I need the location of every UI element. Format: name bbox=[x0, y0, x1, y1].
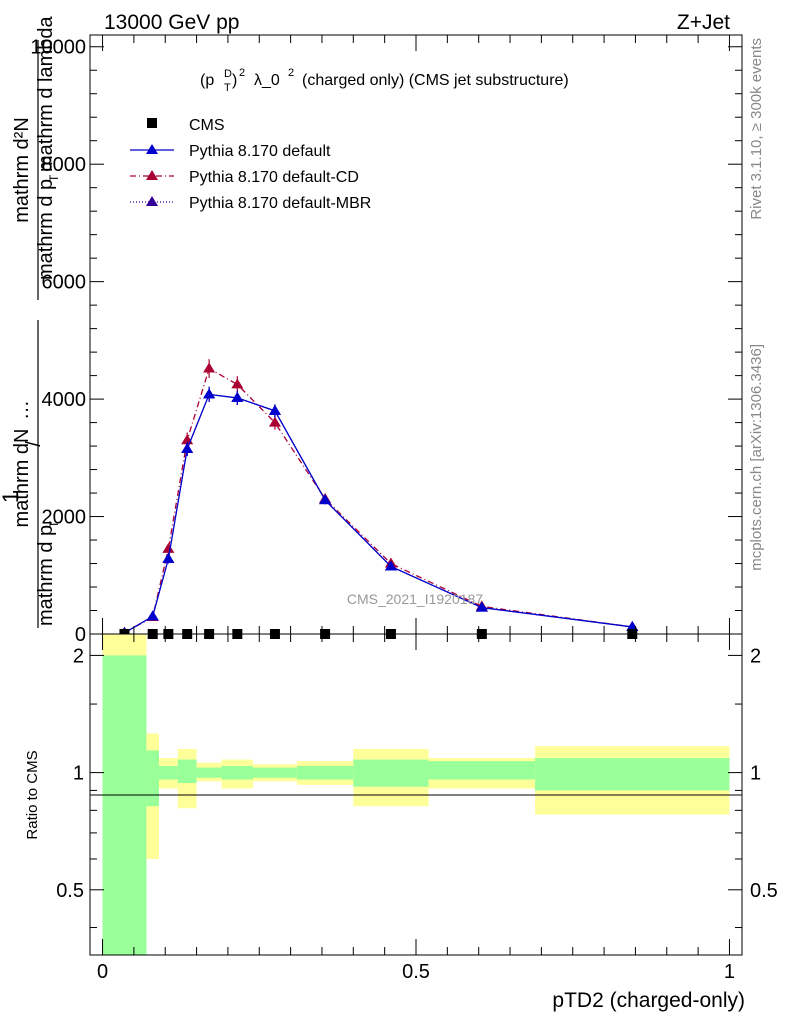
ratio-ytick-label-right: 1 bbox=[750, 763, 761, 785]
svg-text:1: 1 bbox=[0, 491, 23, 503]
ratio-ytick-label-right: 0.5 bbox=[750, 880, 778, 902]
main-ytick-label: 0 bbox=[75, 624, 86, 646]
marker-default bbox=[384, 560, 397, 571]
marker-default bbox=[231, 391, 244, 402]
svg-text:T: T bbox=[47, 174, 61, 182]
legend-label-mbr: Pythia 8.170 default-MBR bbox=[189, 195, 371, 212]
svg-text:mathrm d p: mathrm d p bbox=[35, 179, 57, 280]
main-ytick-label: 6000 bbox=[42, 272, 87, 294]
main-ytick-label: 4000 bbox=[42, 389, 87, 411]
x-axis-label: pTD2 (charged-only) bbox=[552, 989, 745, 1012]
main-ytick-label: 8000 bbox=[42, 154, 87, 176]
svg-text:λ_0: λ_0 bbox=[254, 72, 280, 89]
svg-text:…: … bbox=[11, 400, 33, 420]
marker-default bbox=[475, 601, 488, 612]
svg-text:/: / bbox=[23, 441, 45, 447]
ratio-band-green bbox=[221, 765, 253, 780]
svg-text:(charged only) (CMS jet substr: (charged only) (CMS jet substructure) bbox=[302, 72, 569, 89]
analysis-watermark: CMS_2021_I1920187 bbox=[347, 591, 483, 607]
svg-text:2: 2 bbox=[288, 67, 294, 79]
header-energy: 13000 GeV pp bbox=[104, 11, 239, 34]
rivet-version-label: Rivet 3.1.10, ≥ 300k events bbox=[748, 38, 765, 220]
ratio-band-green bbox=[177, 759, 197, 784]
svg-text:(p: (p bbox=[200, 72, 214, 89]
legend-label-cd: Pythia 8.170 default-CD bbox=[189, 169, 359, 186]
marker-default bbox=[268, 404, 281, 415]
marker-default bbox=[181, 443, 194, 454]
legend-marker-mbr bbox=[146, 196, 158, 206]
ratio-band-green bbox=[428, 761, 536, 780]
header-process: Z+Jet bbox=[677, 11, 730, 34]
svg-text:2: 2 bbox=[239, 67, 245, 79]
ratio-band-green bbox=[158, 765, 178, 780]
ratio-ytick-label-right: 2 bbox=[750, 645, 761, 667]
ratio-xtick-label: 0 bbox=[97, 961, 108, 983]
ratio-band-green bbox=[253, 767, 297, 778]
svg-text:mathrm d p: mathrm d p bbox=[35, 525, 57, 626]
svg-text:T: T bbox=[47, 520, 61, 528]
svg-text:mathrm d lambda: mathrm d lambda bbox=[35, 16, 57, 172]
marker-default bbox=[162, 552, 175, 563]
svg-text:mathrm d²N: mathrm d²N bbox=[11, 117, 33, 223]
svg-text:T: T bbox=[224, 82, 231, 94]
marker-default bbox=[319, 494, 332, 505]
marker-cd bbox=[231, 378, 244, 389]
legend-label-default: Pythia 8.170 default bbox=[189, 143, 331, 160]
marker-cd bbox=[203, 362, 216, 373]
series-line-cd bbox=[124, 367, 633, 634]
main-frame bbox=[89, 34, 743, 635]
legend-cms-marker bbox=[147, 118, 157, 128]
legend-marker-cd bbox=[146, 170, 158, 180]
ratio-ylabel: Ratio to CMS bbox=[24, 750, 41, 839]
ratio-band-green bbox=[296, 765, 354, 780]
main-ytick-label: 10000 bbox=[30, 37, 86, 59]
ratio-xtick-label: 1 bbox=[724, 961, 735, 983]
legend-marker-default bbox=[146, 144, 158, 154]
ratio-band-green bbox=[146, 750, 159, 807]
svg-text:): ) bbox=[232, 72, 237, 89]
ratio-band-green bbox=[535, 758, 730, 791]
svg-text:D: D bbox=[224, 68, 232, 80]
marker-cd bbox=[268, 416, 281, 427]
ratio-ytick-label: 0.5 bbox=[56, 880, 84, 902]
ratio-band-green bbox=[353, 759, 429, 787]
main-ytick-label: 2000 bbox=[42, 507, 87, 529]
ratio-band-green bbox=[102, 655, 147, 955]
marker-default bbox=[146, 610, 159, 621]
ratio-ytick-label: 2 bbox=[73, 645, 84, 667]
legend: CMS Pythia 8.170 default Pythia 8.170 de… bbox=[130, 117, 371, 212]
marker-default bbox=[203, 388, 216, 399]
legend-label-cms: CMS bbox=[189, 117, 225, 134]
main-ylabel: 1 mathrm d²N mathrm d p T mathrm d lambd… bbox=[0, 16, 61, 628]
plot-title: (p D T ) 2 λ_0 2 (charged only) (CMS jet… bbox=[200, 67, 569, 94]
marker-cd bbox=[162, 542, 175, 553]
ratio-xtick-label: 0.5 bbox=[402, 961, 430, 983]
ratio-band-green bbox=[196, 767, 222, 778]
ratio-ytick-label: 1 bbox=[73, 763, 84, 785]
mcplots-reference-label: mcplots.cern.ch [arXiv:1306.3436] bbox=[748, 344, 765, 571]
svg-text:mathrm dN: mathrm dN bbox=[11, 429, 33, 528]
